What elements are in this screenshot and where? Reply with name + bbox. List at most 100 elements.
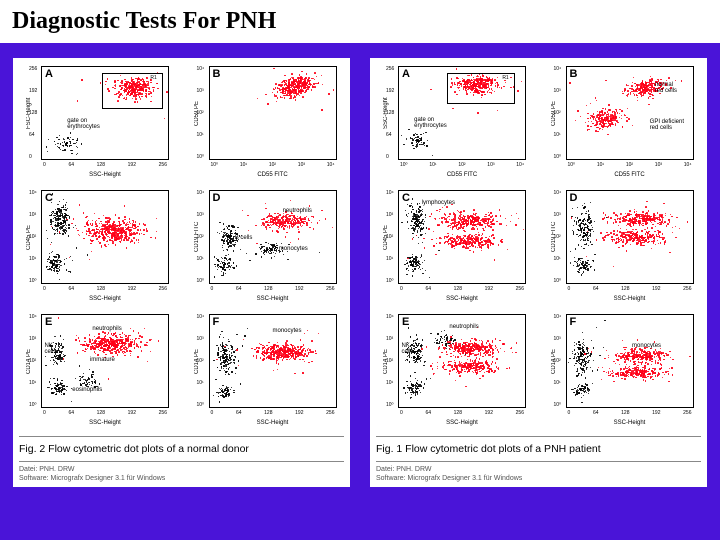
figure-row: R1 gate on erythrocytes A 064128192256 06412… [0, 43, 720, 487]
scatter-plot-A: R1gate on erythrocytesA10⁰10¹10²10³10⁴06… [376, 62, 528, 180]
figure-fig2: R1 gate on erythrocytes A 064128192256 06412… [13, 58, 350, 487]
plot-annotation: neutrophils [92, 326, 121, 332]
plot-annotation: monocytes [632, 343, 661, 349]
x-axis-label: SSC-Height [566, 420, 694, 426]
plot-frame: monocytes [209, 314, 337, 408]
x-axis-label: SSC-Height [41, 296, 169, 302]
scatter-plot-D: D06412819225610⁰10¹10²10³10⁴SSC-HeightCD… [544, 186, 696, 304]
panel-letter: D [570, 192, 578, 204]
plot-annotation: eosinophils [72, 387, 102, 393]
gate-label: R1 [502, 75, 508, 81]
panel-letter: B [570, 68, 578, 80]
slide-title: Diagnostic Tests For PNH [0, 0, 720, 43]
plot-frame: R1 gate on erythrocytes [398, 66, 526, 160]
panel-letter: E [45, 316, 52, 328]
plot-annotation: normal red cells [655, 82, 677, 94]
figure-caption: Fig. 2 Flow cytometric dot plots of a no… [19, 436, 344, 461]
panel-letter: F [570, 316, 577, 328]
plot-frame [566, 190, 694, 284]
plot-frame: NK cells neutrophils [398, 314, 526, 408]
y-axis-label: CD14 PE [544, 314, 564, 408]
plot-annotation: lymphocytes [422, 200, 455, 206]
panel-letter: E [402, 316, 409, 328]
x-ticks: 064128192256 [398, 410, 526, 416]
plot-frame: NK cells neutrophils immature eosinophils [41, 314, 169, 408]
y-axis-label: CD19 FITC [544, 190, 564, 284]
y-axis-label: CD45 PE [376, 190, 396, 284]
panel-letter: F [213, 316, 220, 328]
y-axis-label: CD19 FITC [187, 190, 207, 284]
x-axis-label: SSC-Height [398, 420, 526, 426]
x-axis-label: CD55 FITC [398, 172, 526, 178]
plot-annotation: immature [90, 357, 115, 363]
y-axis-label: FSC-Height [19, 66, 39, 160]
plot-frame: R1 gate on erythrocytes [41, 66, 169, 160]
footer-file: Datei: PNH. DRW [19, 465, 344, 474]
scatter-plot-E: NK cellsneutrophilsE06412819225610⁰10¹10… [376, 310, 528, 428]
y-axis-label: SSC-Height [376, 66, 396, 160]
y-axis-label: CD14 PE [19, 314, 39, 408]
x-axis-label: SSC-Height [398, 296, 526, 302]
scatter-plot-C: C06412819225610⁰10¹10²10³10⁴SSC-HeightCD… [19, 186, 171, 304]
plot-annotation: NK cells [45, 343, 57, 355]
y-axis-label: CD59 PE [544, 66, 564, 160]
x-ticks: 064128192256 [209, 410, 337, 416]
plot-frame: normal red cells GPI deficient red cells [566, 66, 694, 160]
x-axis-label: SSC-Height [41, 420, 169, 426]
panel-letter: D [213, 192, 221, 204]
figure-fig1: R1 gate on erythrocytes A 10⁰10¹10²10³10⁴ 06… [370, 58, 707, 487]
scatter-plot-F: monocytesF06412819225610⁰10¹10²10³10⁴SSC… [187, 310, 339, 428]
plot-frame [209, 66, 337, 160]
plot-annotation: monocytes [273, 328, 302, 334]
x-ticks: 10⁰10¹10²10³10⁴ [566, 162, 694, 168]
plot-annotation: neutrophils [449, 324, 478, 330]
plot-annotation: B cells [235, 235, 253, 241]
x-axis-label: SSC-Height [209, 420, 337, 426]
x-axis-label: SSC-Height [41, 172, 169, 178]
plot-grid: R1 gate on erythrocytes A 10⁰10¹10²10³10⁴ 06… [376, 62, 701, 428]
plot-annotation: gate on erythrocytes [67, 118, 100, 130]
plot-annotation: GPI deficient red cells [650, 119, 684, 131]
y-axis-label: CD14 PE [376, 314, 396, 408]
panel-letter: B [213, 68, 221, 80]
panel-letter: C [402, 192, 410, 204]
x-ticks: 064128192256 [41, 286, 169, 292]
x-ticks: 064128192256 [209, 286, 337, 292]
scatter-plot-F: monocytesF06412819225610⁰10¹10²10³10⁴SSC… [544, 310, 696, 428]
x-ticks: 10⁰10¹10²10³10⁴ [398, 162, 526, 168]
figure-footer: Datei: PNH. DRWSoftware: Micrografx Desi… [19, 461, 344, 483]
footer-file: Datei: PNH. DRW [376, 465, 701, 474]
y-axis-label: CD14 PE [187, 314, 207, 408]
scatter-plot-A: R1gate on erythrocytesA06412819225606412… [19, 62, 171, 180]
scatter-plot-C: lymphocytesC06412819225610⁰10¹10²10³10⁴S… [376, 186, 528, 304]
plot-grid: R1 gate on erythrocytes A 064128192256 06412… [19, 62, 344, 428]
figure-footer: Datei: PNH. DRWSoftware: Micrografx Desi… [376, 461, 701, 483]
x-ticks: 064128192256 [41, 162, 169, 168]
x-axis-label: CD55 FITC [566, 172, 694, 178]
x-ticks: 064128192256 [566, 286, 694, 292]
plot-frame [41, 190, 169, 284]
x-ticks: 064128192256 [398, 286, 526, 292]
scatter-plot-D: neutrophils B cells monocytes D 064128192256… [187, 186, 339, 304]
scatter-plot-E: NK cells neutrophils immature eosinophils E 0… [19, 310, 171, 428]
scatter-plot-B: B10⁰10¹10²10³10⁴10⁰10¹10²10³10⁴CD55 FITC… [187, 62, 339, 180]
x-axis-label: CD55 FITC [209, 172, 337, 178]
panel-letter: A [45, 68, 53, 80]
panel-letter: A [402, 68, 410, 80]
plot-frame: lymphocytes [398, 190, 526, 284]
plot-annotation: gate on erythrocytes [414, 117, 447, 129]
y-axis-label: CD59 PE [187, 66, 207, 160]
x-ticks: 064128192256 [41, 410, 169, 416]
plot-annotation: NK cells [402, 343, 414, 355]
x-axis-label: SSC-Height [566, 296, 694, 302]
plot-annotation: monocytes [279, 246, 308, 252]
plot-frame: neutrophils B cells monocytes [209, 190, 337, 284]
x-ticks: 064128192256 [566, 410, 694, 416]
x-ticks: 10⁰10¹10²10³10⁴ [209, 162, 337, 168]
plot-frame: monocytes [566, 314, 694, 408]
y-axis-label: CD45 PE [19, 190, 39, 284]
figure-caption: Fig. 1 Flow cytometric dot plots of a PN… [376, 436, 701, 461]
plot-annotation: neutrophils [283, 208, 312, 214]
scatter-plot-B: normal red cells GPI deficient red cells B… [544, 62, 696, 180]
gate-label: R1 [150, 75, 156, 81]
